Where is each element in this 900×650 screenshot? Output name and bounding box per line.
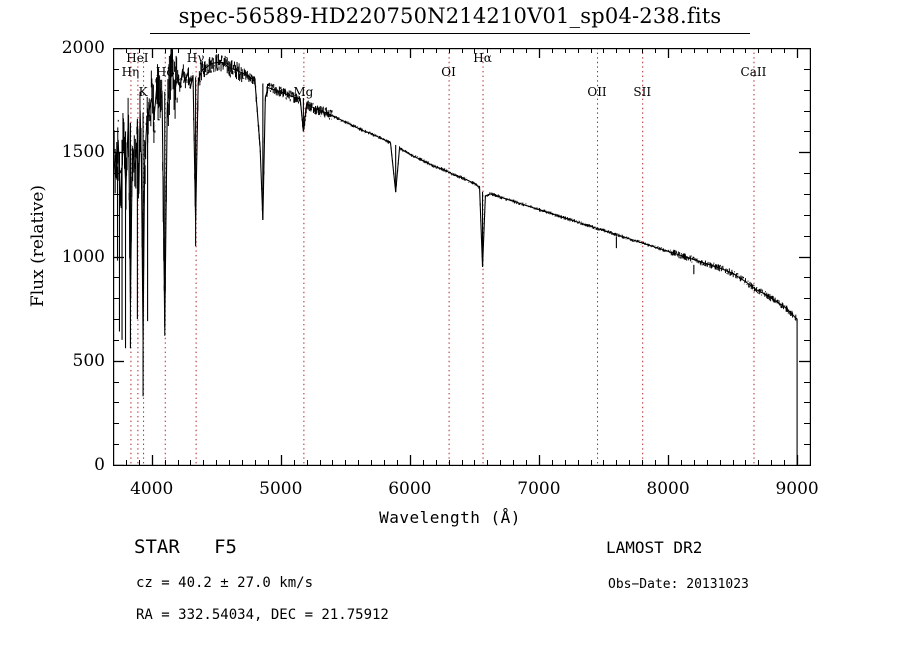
absorption-features [116,77,695,397]
x-tick-label: 4000 [130,479,174,499]
y-tick-label: 2000 [61,38,105,58]
spectral-line-label-Hγ: Hγ [186,51,205,65]
axis-ticks [113,48,810,466]
spectral-line-label-CaII: CaII [740,65,767,79]
footer-object-type: STAR F5 [134,536,237,558]
spectral-class-value: F5 [214,536,237,558]
object-type-value: STAR [134,536,180,558]
x-tick-label: 7000 [517,479,561,499]
spectral-line-label-Hδ: Hδ [155,65,174,79]
plot-area [113,48,811,466]
spectral-line-label-K: K [138,85,148,99]
footer-coords: RA = 332.54034, DEC = 21.75912 [136,607,389,623]
plot-frame [113,48,811,466]
y-tick-label: 0 [94,455,105,475]
y-tick-label: 1500 [61,142,105,163]
spectral-line-label-Hη: Hη [121,65,140,79]
footer-cz: cz = 40.2 ± 27.0 km/s [136,575,314,591]
x-tick-label: 5000 [259,479,303,499]
x-tick-label: 9000 [775,479,819,499]
spectrum-trace [113,62,798,465]
x-tick-label: 6000 [388,479,432,499]
x-axis-title: Wavelength (Å) [379,508,521,527]
title-underline [150,33,750,34]
spectral-line-markers [130,48,755,465]
y-tick-label: 500 [72,350,105,371]
x-tick-label: 8000 [646,479,690,499]
page-title: spec-56589-HD220750N214210V01_sp04-238.f… [178,4,722,28]
blue-end-noise [113,48,797,371]
spectral-line-label-Hα: Hα [473,51,492,65]
footer-obs-date: Obs−Date: 20131023 [608,577,749,592]
spectral-line-label-Mg: Mg [293,85,314,99]
spectral-line-label-OI: OI [441,65,456,79]
y-tick-label: 1000 [61,246,105,267]
plot-svg [113,48,811,466]
spectral-line-label-SII: SII [633,85,652,99]
spectral-line-label-OII: OII [587,85,607,99]
footer-survey: LAMOST DR2 [606,538,703,557]
spectral-line-label-HeI: HeI [126,51,149,65]
